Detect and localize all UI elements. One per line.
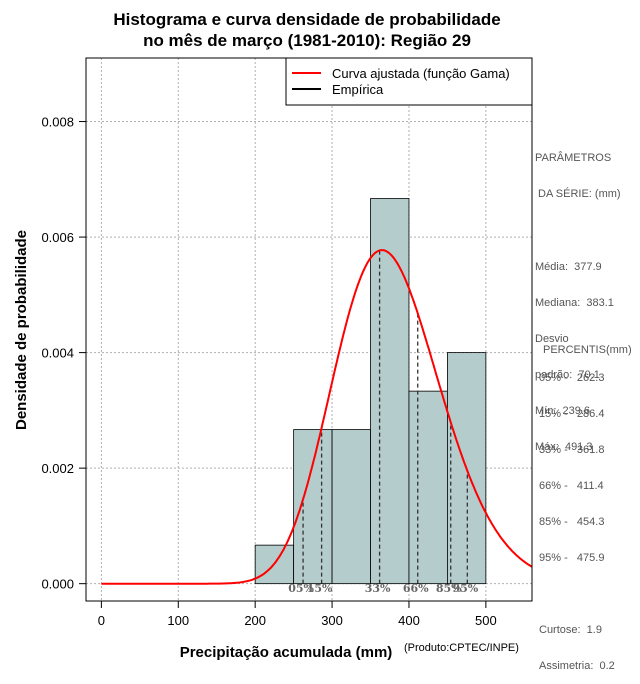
percentile-33: 33% - 361.8 (539, 444, 605, 456)
histogram-bar (370, 198, 410, 585)
stat-sd-label: Desvio (535, 333, 569, 345)
percentile-label: 66% (403, 582, 429, 595)
histogram-chart: Histograma e curva densidade de probabil… (13, 10, 533, 660)
percentile-66: 66% - 411.4 (539, 480, 604, 492)
credit-text: (Produto:CPTEC/INPE) (404, 642, 519, 654)
percentile-label: 95% (452, 582, 478, 595)
legend-box (285, 57, 533, 106)
stat-skewness: Assimetria: 0.2 (539, 660, 615, 672)
fitted-gamma-curve (101, 249, 533, 585)
percentile-85: 85% - 454.3 (539, 516, 605, 528)
y-tick-label: 0.006 (41, 230, 74, 245)
percentile-label: 15% (307, 582, 333, 595)
chart-title-line-1: Histograma e curva densidade de probabil… (113, 10, 500, 29)
x-tick-label: 400 (398, 613, 420, 628)
y-tick-label: 0.002 (41, 461, 74, 476)
y-tick-label: 0.004 (41, 346, 74, 361)
y-axis: 0.000 0.002 0.004 0.006 0.008 (41, 115, 87, 592)
percentis-title: PERCENTIS(mm) (543, 344, 632, 356)
percentiles-panel: PERCENTIS(mm) (543, 320, 640, 368)
y-tick-label: 0.008 (41, 115, 74, 130)
percentiles-list: 05% - 262.3 15% - 286.4 33% - 361.8 66% … (539, 348, 640, 684)
x-tick-label: 500 (475, 613, 497, 628)
histogram-bar (293, 429, 333, 585)
percentile-05: 05% - 262.3 (539, 372, 605, 384)
params-title: PARÂMETROS (535, 152, 612, 164)
stat-sd-value: padrão: 70.1 (535, 369, 600, 381)
percentile-label: 33% (365, 582, 391, 595)
params-subtitle: DA SÉRIE: (mm) (535, 188, 621, 200)
stat-min: Mín: 239.6 (535, 405, 591, 417)
histogram-bar (408, 390, 448, 585)
x-tick-label: 200 (244, 613, 266, 628)
legend: Curva ajustada (função Gama) Empírica (285, 57, 533, 106)
x-tick-label: 0 (98, 613, 105, 628)
stat-median: Mediana: 383.1 (535, 297, 614, 309)
stat-max: Máx: 491.3 (535, 441, 593, 453)
legend-label-curve: Curva ajustada (função Gama) (332, 66, 510, 81)
percentile-15: 15% - 286.4 (539, 408, 605, 420)
x-axis-label: Precipitação acumulada (mm) (180, 644, 393, 660)
series-parameters-panel: PARÂMETROS DA SÉRIE: (mm) Média: 377.9 M… (535, 128, 640, 465)
chart-title-line-2: no mês de março (1981-2010): Região 29 (143, 31, 471, 50)
x-tick-label: 100 (167, 613, 189, 628)
percentile-95: 95% - 475.9 (539, 552, 605, 564)
y-tick-label: 0.000 (41, 577, 74, 592)
x-axis: 0 100 200 300 400 500 (98, 600, 497, 628)
stat-mean: Média: 377.9 (535, 261, 602, 273)
percentile-label: 05% (288, 582, 314, 595)
percentile-markers: 05%15% 33% 66% 85%95% (288, 250, 479, 595)
stat-kurtosis: Curtose: 1.9 (539, 624, 602, 636)
histogram-bar (331, 429, 371, 585)
percentile-label: 85% (436, 582, 462, 595)
legend-label-empirical: Empírica (332, 82, 384, 97)
y-axis-label: Densidade de probabilidade (13, 230, 30, 430)
x-tick-label: 300 (321, 613, 343, 628)
